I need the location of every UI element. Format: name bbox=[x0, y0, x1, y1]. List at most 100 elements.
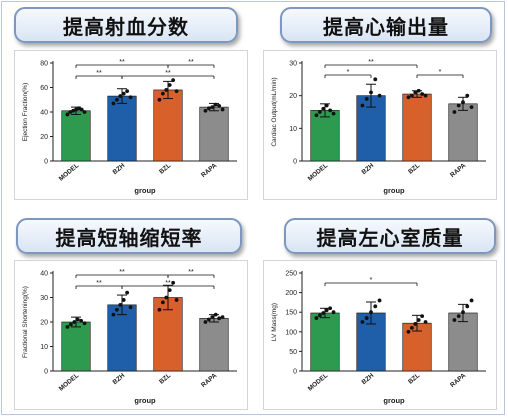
panel-title-fractional-shortening: 提高短轴缩短率 bbox=[16, 218, 242, 254]
significance-label: ** bbox=[96, 70, 102, 77]
data-point bbox=[111, 312, 116, 317]
y-axis-title: Ejection Fraction(%) bbox=[22, 83, 29, 142]
chart-svg-lv-mass: 0 50 100 150 200 250 MODEL BZH BZL RAPA * LV Mass(m… bbox=[271, 271, 486, 405]
panel-title-ejection-fraction: 提高射血分数 bbox=[14, 7, 238, 43]
category-label: BZL bbox=[158, 372, 172, 386]
data-point bbox=[121, 91, 126, 96]
data-point bbox=[68, 322, 73, 327]
category-label: BZH bbox=[112, 162, 127, 176]
data-point bbox=[373, 77, 378, 82]
data-point bbox=[171, 280, 176, 285]
significance-label: ** bbox=[96, 280, 102, 287]
significance-label: * bbox=[370, 277, 373, 284]
data-point bbox=[206, 317, 211, 322]
category-label: BZH bbox=[112, 372, 127, 386]
data-point bbox=[420, 92, 425, 96]
x-axis-title: group bbox=[383, 396, 405, 405]
data-point bbox=[82, 321, 87, 326]
chart-fractional-shortening: 0 10 20 30 40 MODEL BZH BZL RAPA ** ** ** ** Fraction… bbox=[14, 260, 248, 410]
data-point bbox=[125, 89, 130, 94]
data-point bbox=[406, 329, 411, 334]
y-tick-label: 10 bbox=[40, 344, 48, 351]
data-point bbox=[167, 83, 172, 87]
y-tick-label: 100 bbox=[285, 329, 297, 336]
category-label: MODEL bbox=[307, 372, 330, 392]
data-point bbox=[452, 318, 457, 322]
data-point bbox=[331, 310, 336, 315]
bar-rapa bbox=[199, 318, 229, 372]
data-point bbox=[364, 97, 369, 101]
data-point bbox=[423, 320, 428, 324]
data-point bbox=[220, 315, 225, 319]
category-label: BZH bbox=[361, 162, 376, 176]
data-point bbox=[79, 318, 84, 323]
y-tick-label: 60 bbox=[40, 85, 48, 92]
data-point bbox=[118, 94, 123, 98]
data-point bbox=[171, 78, 176, 83]
category-label: RAPA bbox=[449, 372, 467, 389]
data-point bbox=[465, 304, 470, 309]
data-point bbox=[413, 90, 418, 95]
data-point bbox=[217, 316, 222, 321]
data-point bbox=[128, 95, 133, 100]
data-point bbox=[65, 112, 70, 117]
significance-label: ** bbox=[368, 59, 374, 66]
panel-title-cardiac-output: 提高心输出量 bbox=[280, 7, 492, 43]
category-label: BZL bbox=[407, 372, 421, 386]
data-point bbox=[321, 106, 326, 111]
data-point bbox=[167, 288, 172, 293]
data-point bbox=[74, 107, 78, 112]
data-point bbox=[377, 93, 382, 98]
data-point bbox=[128, 305, 133, 310]
category-label: MODEL bbox=[307, 162, 330, 182]
y-tick-label: 0 bbox=[293, 159, 297, 166]
bar-rapa bbox=[199, 106, 229, 162]
data-point bbox=[364, 316, 369, 320]
data-point bbox=[65, 325, 70, 329]
chart-svg-fractional-shortening: 0 10 20 30 40 MODEL BZH BZL RAPA ** ** ** ** Fraction… bbox=[22, 269, 237, 405]
y-tick-label: 40 bbox=[40, 271, 48, 278]
data-point bbox=[121, 298, 126, 302]
data-point bbox=[79, 107, 84, 112]
chart-lv-mass: 0 50 100 150 200 250 MODEL BZH BZL RAPA * LV Mass(m… bbox=[263, 260, 497, 410]
significance-label: * bbox=[439, 69, 442, 76]
data-point bbox=[456, 314, 461, 319]
data-point bbox=[68, 110, 73, 114]
bar-model bbox=[310, 110, 340, 162]
significance-label: ** bbox=[188, 59, 194, 66]
category-label: MODEL bbox=[58, 372, 81, 392]
data-point bbox=[213, 102, 218, 107]
y-tick-label: 10 bbox=[289, 126, 297, 133]
data-point bbox=[314, 113, 319, 118]
x-axis-title: group bbox=[134, 396, 156, 405]
data-point bbox=[118, 302, 123, 307]
y-tick-label: 150 bbox=[285, 310, 297, 317]
data-point bbox=[328, 108, 333, 113]
y-tick-label: 20 bbox=[40, 320, 48, 327]
data-point bbox=[360, 103, 365, 108]
data-point bbox=[72, 320, 77, 324]
data-point bbox=[456, 103, 461, 108]
significance-label: ** bbox=[119, 269, 125, 276]
data-point bbox=[160, 91, 165, 96]
data-point bbox=[452, 110, 457, 114]
data-point bbox=[203, 108, 208, 113]
x-axis-title: group bbox=[383, 186, 405, 195]
y-tick-label: 0 bbox=[44, 159, 48, 166]
data-point bbox=[210, 105, 215, 109]
data-point bbox=[416, 318, 421, 322]
data-point bbox=[321, 311, 326, 315]
data-point bbox=[409, 93, 414, 98]
y-tick-label: 30 bbox=[40, 295, 48, 302]
x-axis-title: group bbox=[134, 186, 156, 195]
category-label: RAPA bbox=[200, 372, 218, 389]
y-tick-label: 200 bbox=[285, 290, 297, 297]
data-point bbox=[314, 316, 319, 320]
bar-model bbox=[310, 312, 340, 372]
data-point bbox=[469, 298, 474, 303]
data-point bbox=[423, 93, 428, 98]
y-tick-label: 40 bbox=[40, 110, 48, 117]
data-point bbox=[213, 312, 218, 317]
category-label: BZL bbox=[158, 162, 172, 176]
